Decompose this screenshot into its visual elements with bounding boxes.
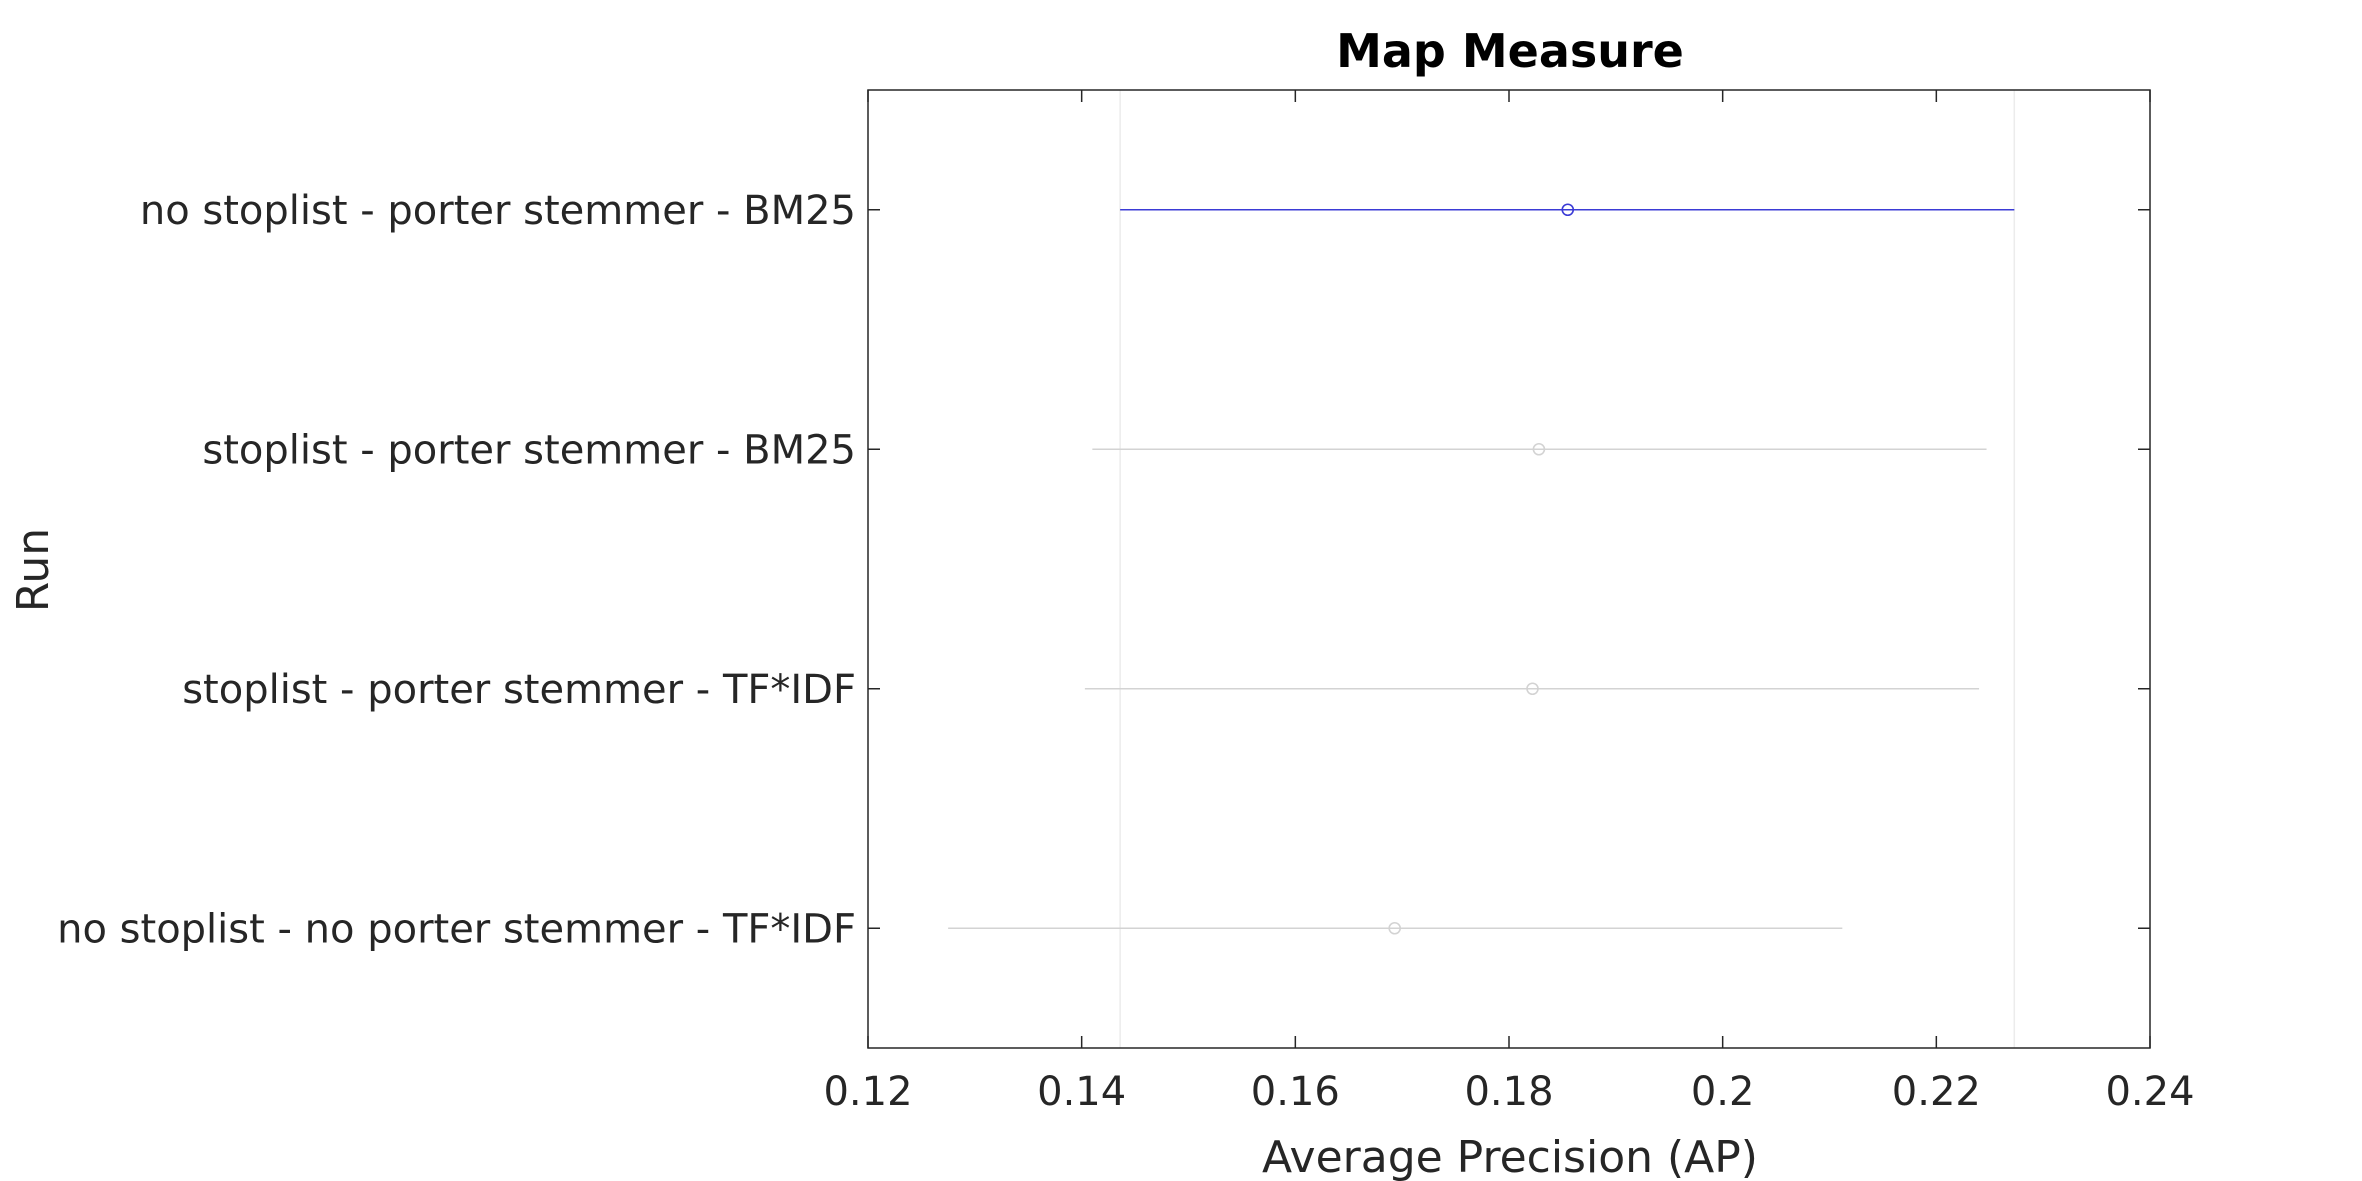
x-axis-label: Average Precision (AP) [1262,1132,1758,1181]
y-tick-label-2: stoplist - porter stemmer - BM25 [202,427,856,473]
x-tick-label-2: 0.14 [1037,1069,1126,1115]
x-tick-label-4: 0.18 [1464,1069,1553,1115]
mean-marker-3 [1526,682,1539,696]
y-tick-label-1: no stoplist - porter stemmer - BM25 [140,188,856,234]
mean-marker-1 [1561,203,1575,217]
x-tick-label-1: 0.12 [823,1069,912,1115]
x-tick-label-7: 0.24 [2105,1069,2194,1115]
chart-title: Map Measure [1336,24,1684,78]
plot-area: 0.12 0.14 0.16 0.18 0.2 0.22 0.24 no stoplist -… [57,89,2195,1115]
y-tick-label-3: stoplist - porter stemmer - TF*IDF [182,667,856,713]
x-tick-label-5: 0.2 [1691,1069,1755,1115]
axes-frame [867,89,2151,1049]
y-tick-label-4: no stoplist - no porter stemmer - TF*IDF [57,906,856,952]
x-tick-label-6: 0.22 [1892,1069,1981,1115]
y-axis-label: Run [8,528,59,612]
mean-marker-4 [1388,921,1401,935]
mean-marker-2 [1532,442,1546,456]
x-tick-label-3: 0.16 [1251,1069,1340,1115]
